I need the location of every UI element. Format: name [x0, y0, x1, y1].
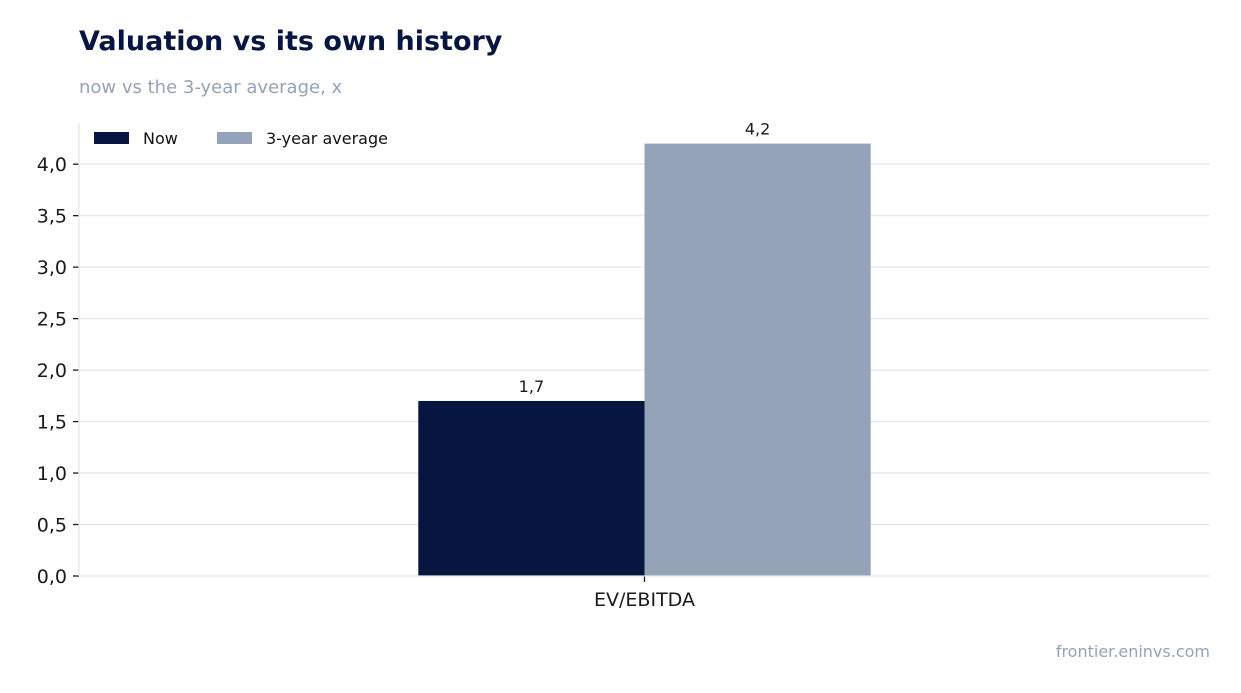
legend-swatch-3-year-average [217, 132, 252, 144]
y-tick-label: 0,5 [37, 515, 67, 537]
y-tick-label: 3,5 [37, 206, 67, 228]
legend-label-3-year-average: 3-year average [266, 129, 388, 148]
y-tick-label: 2,5 [37, 309, 67, 331]
legend-swatch-now [94, 132, 129, 144]
bars [418, 143, 871, 576]
chart-title: Valuation vs its own history [79, 26, 503, 57]
legend-label-now: Now [143, 129, 178, 148]
data-label-now: 1,7 [519, 377, 544, 396]
y-tick-label: 1,0 [37, 463, 67, 485]
data-label-3-year-average: 4,2 [745, 120, 770, 139]
source-credit: frontier.eninvs.com [1055, 642, 1210, 661]
y-tick-label: 3,0 [37, 257, 67, 279]
data-labels: 1,7 4,2 [519, 120, 771, 396]
axes: 0,0 0,5 1,0 1,5 2,0 2,5 3,0 3,5 4,0 EV/EBITDA [37, 123, 1210, 611]
bar-3-year-average [644, 143, 871, 576]
chart-subtitle: now vs the 3-year average, x [79, 77, 343, 98]
y-tick-label: 2,0 [37, 360, 67, 382]
y-tick-label: 0,0 [37, 566, 67, 588]
legend: Now 3-year average [94, 129, 388, 148]
y-tick-label: 1,5 [37, 412, 67, 434]
bar-now [418, 400, 645, 576]
x-category-label: EV/EBITDA [594, 589, 695, 611]
y-tick-label: 4,0 [37, 154, 67, 176]
